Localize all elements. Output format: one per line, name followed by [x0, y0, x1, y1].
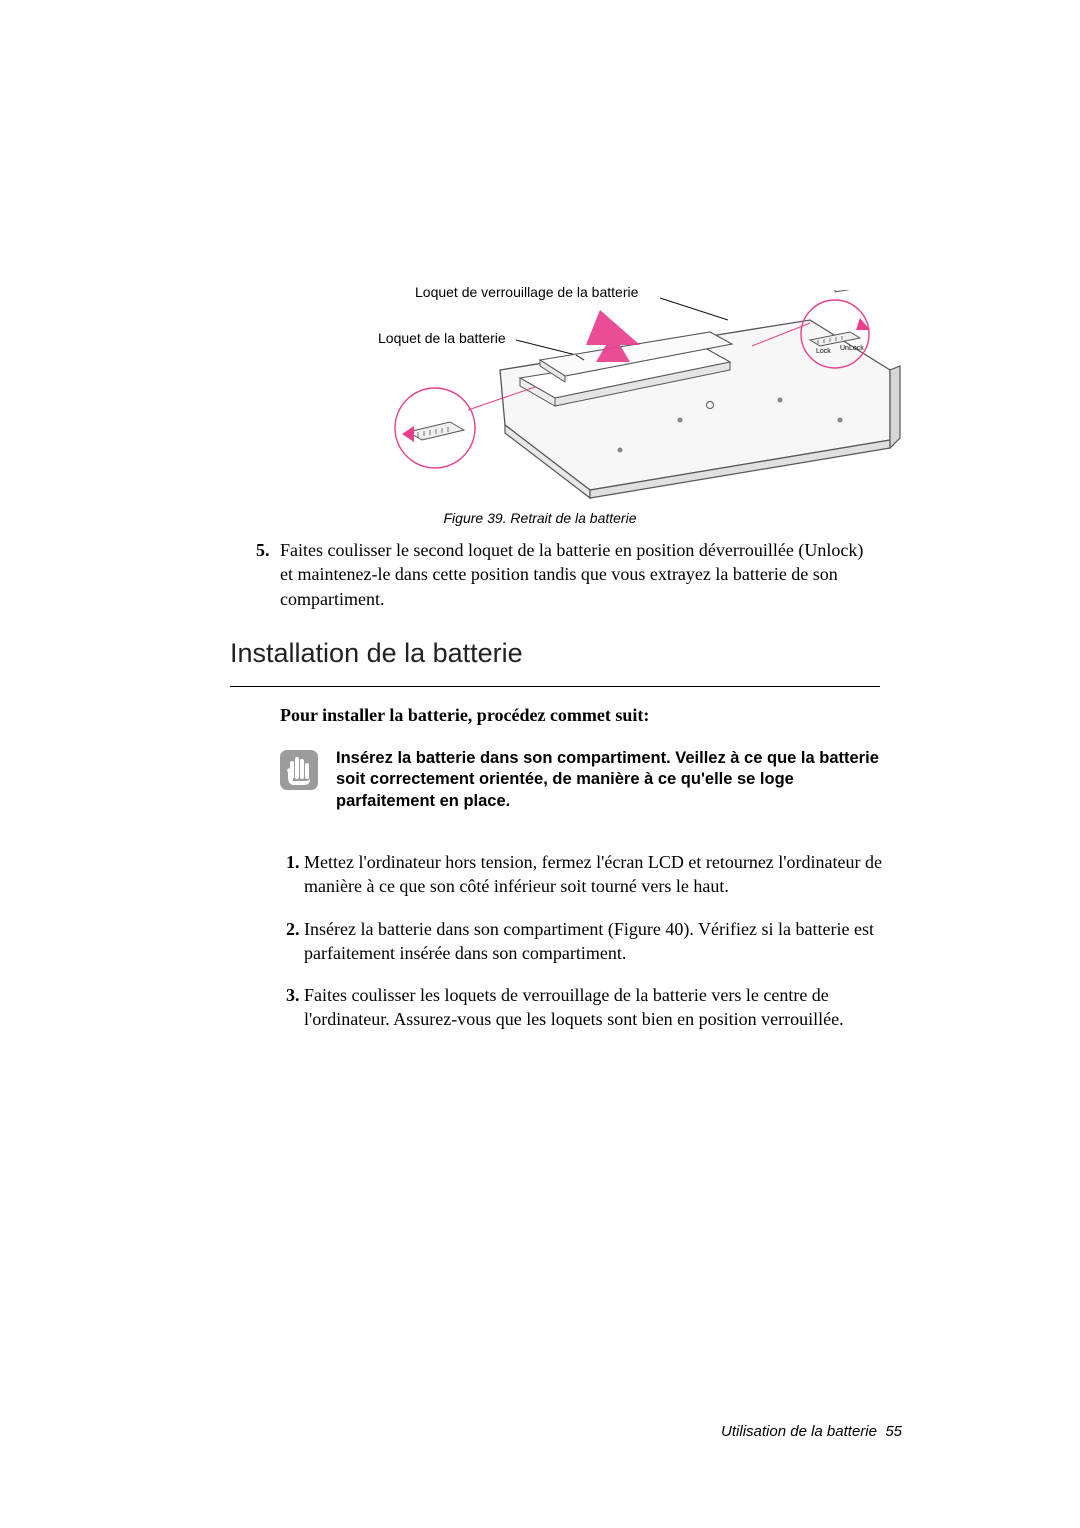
footer-page-number: 55: [885, 1423, 902, 1440]
figure-caption: Figure 39. Retrait de la batterie: [0, 510, 1080, 526]
step-number-5: 5.: [256, 538, 270, 562]
caution-callout: Insérez la batterie dans son compartimen…: [280, 748, 880, 812]
step-5-text: Faites coulisser le second loquet de la …: [280, 540, 863, 609]
caution-text: Insérez la batterie dans son compartimen…: [336, 748, 880, 812]
section-title-installation: Installation de la batterie: [230, 638, 523, 669]
battery-removal-figure: Lock UnLock: [380, 290, 910, 500]
install-steps-list: Mettez l'ordinateur hors tension, fermez…: [280, 850, 904, 1050]
install-step-3: Faites coulisser les loquets de verrouil…: [304, 983, 904, 1032]
page-footer: Utilisation de la batterie 55: [721, 1423, 902, 1440]
lock-text: Lock: [816, 348, 831, 355]
removal-step-5: 5. Faites coulisser le second loquet de …: [280, 538, 880, 611]
section-rule: [230, 686, 880, 687]
unlock-text: UnLock: [840, 345, 864, 352]
install-subheading: Pour installer la batterie, procédez com…: [280, 705, 649, 726]
hand-stop-icon: [280, 750, 318, 790]
install-step-2: Insérez la batterie dans son compartimen…: [304, 917, 904, 966]
document-page: Loquet de verrouillage de la batterie Lo…: [0, 0, 1080, 1528]
footer-text: Utilisation de la batterie: [721, 1423, 877, 1440]
install-step-1: Mettez l'ordinateur hors tension, fermez…: [304, 850, 904, 899]
